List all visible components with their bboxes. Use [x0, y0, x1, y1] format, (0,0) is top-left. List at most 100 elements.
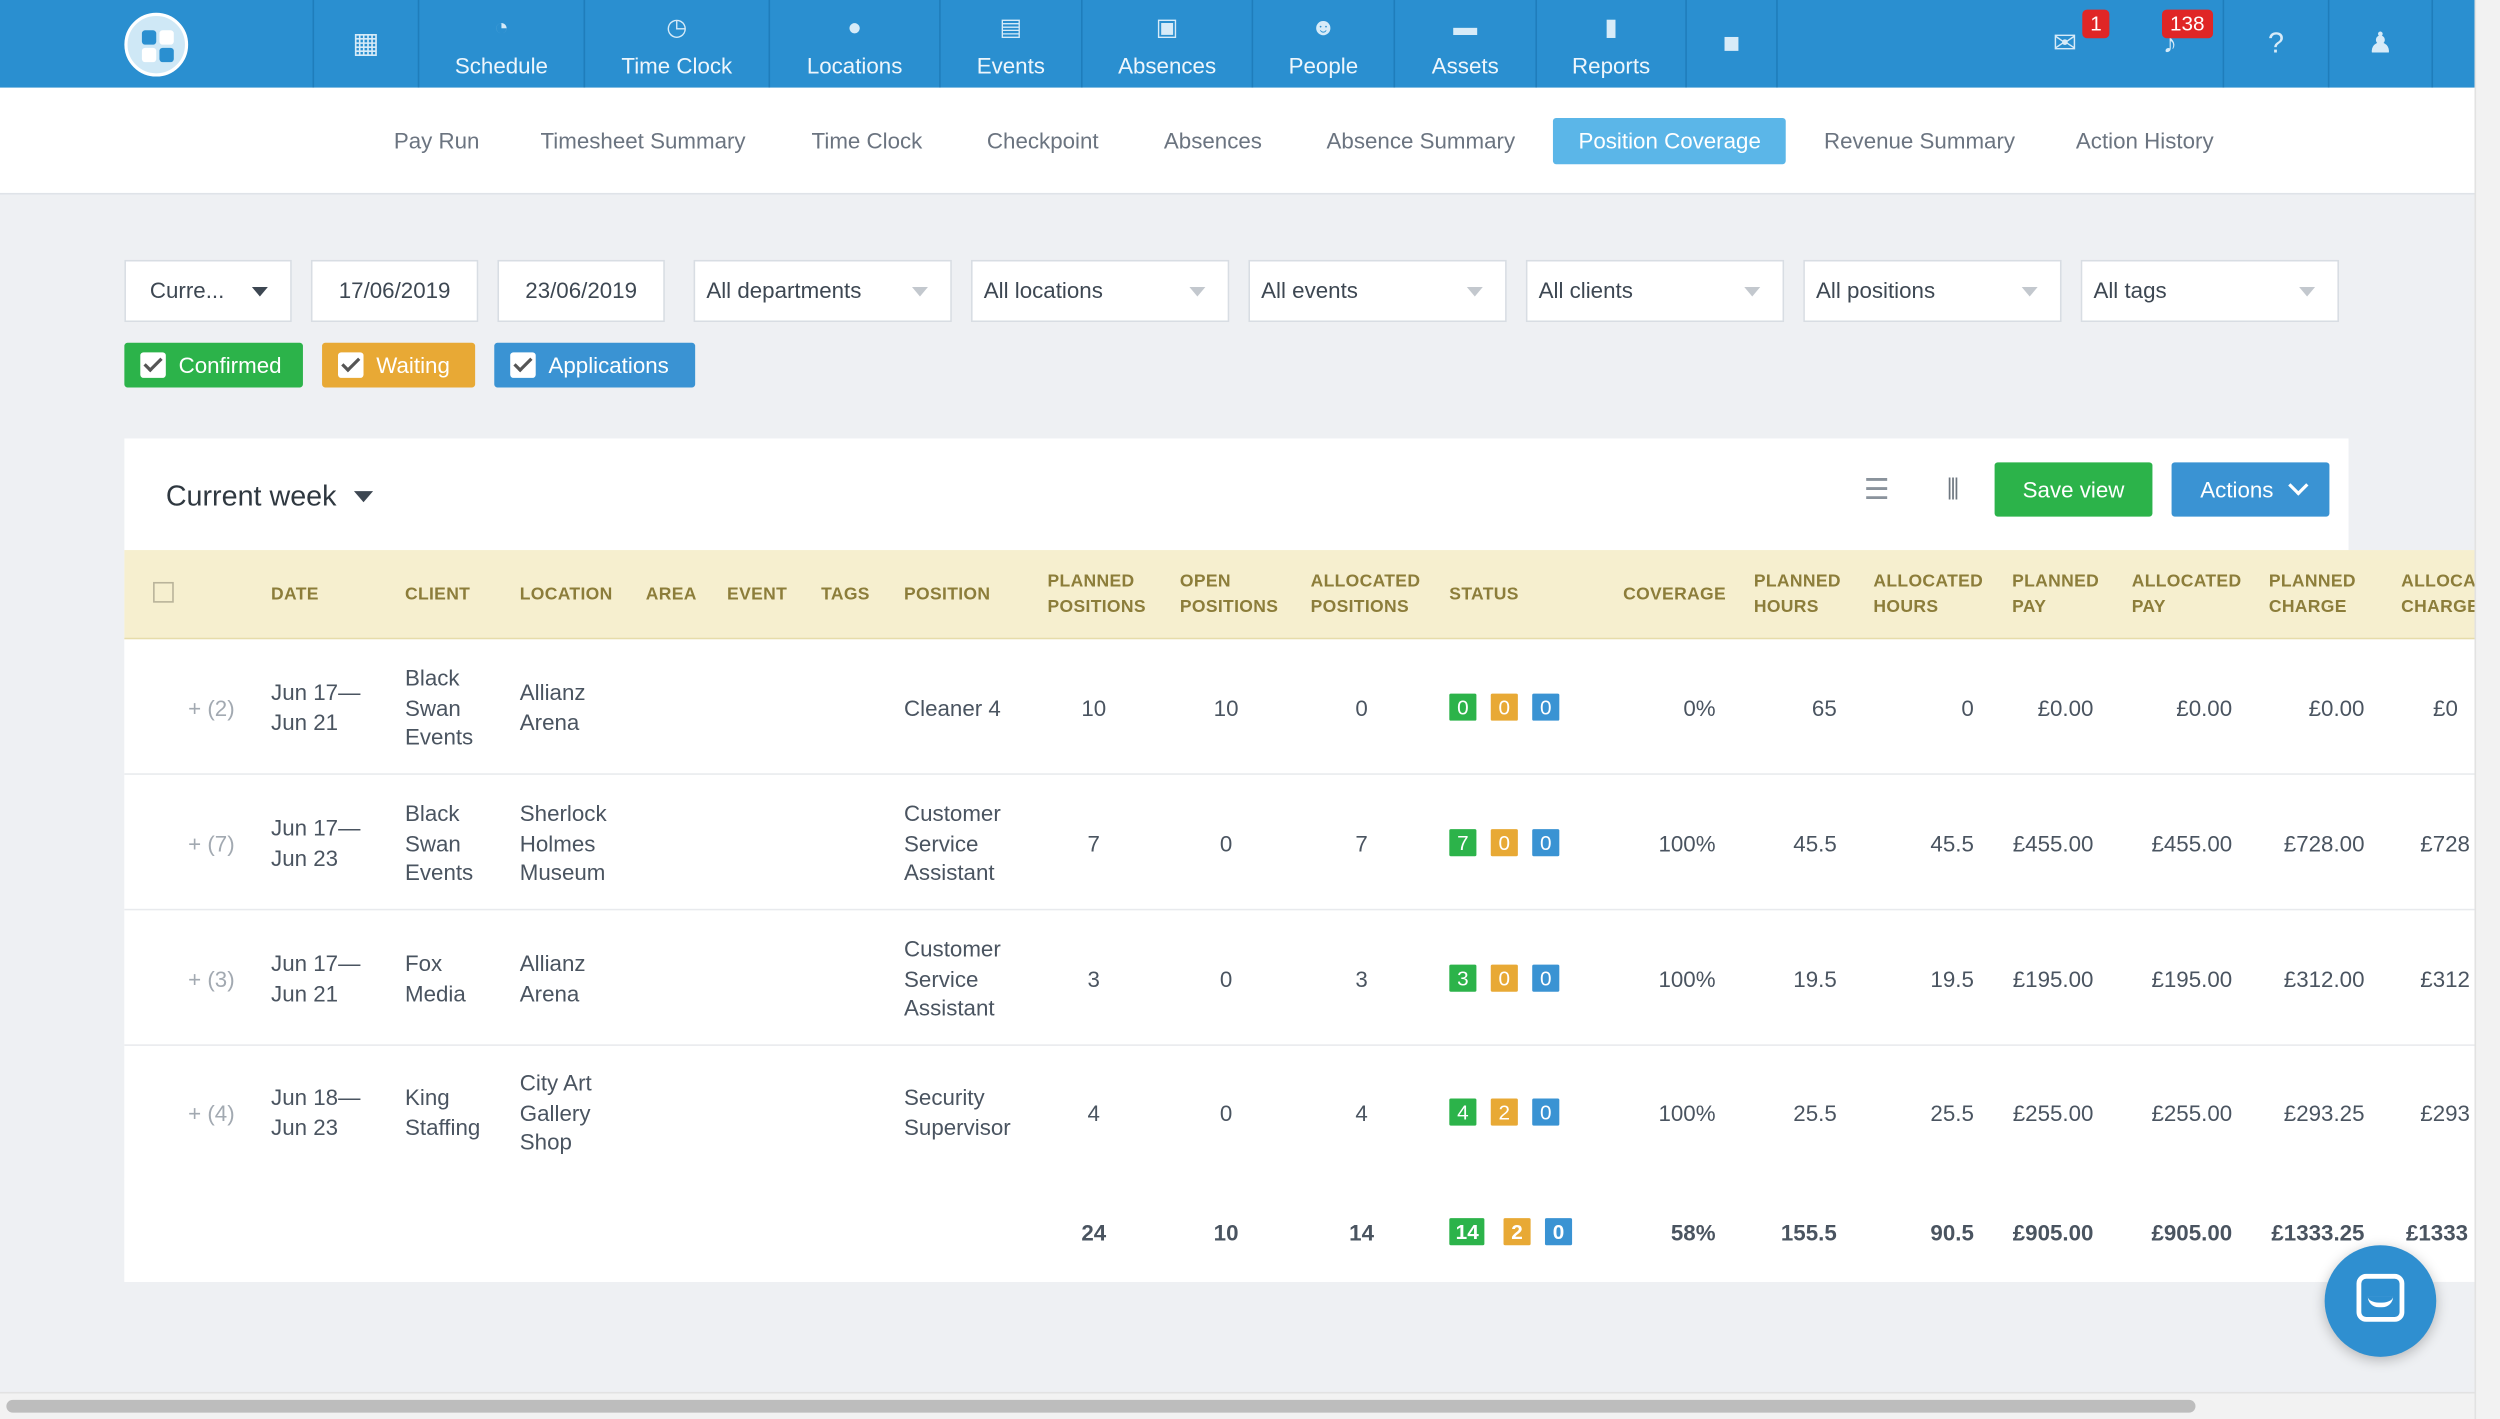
cell-allocated-hours: 25.5	[1930, 1100, 1974, 1126]
cell-open-positions: 0	[1219, 966, 1233, 992]
tab-action-history[interactable]: Action History	[2075, 127, 2214, 154]
col-allocated-hours[interactable]: ALLOCATED HOURS	[1873, 569, 1983, 620]
chat-launcher-button[interactable]	[2324, 1245, 2437, 1357]
applications-checkbox[interactable]: Applications	[494, 342, 696, 388]
nav-schedule[interactable]: ◔ Schedule	[417, 0, 584, 88]
tab-pay-run[interactable]: Pay Run	[393, 127, 480, 154]
events-select[interactable]: All events	[1248, 259, 1507, 323]
save-view-button[interactable]: Save view	[1994, 462, 2153, 517]
messages-button[interactable]: ✉	[2012, 0, 2117, 88]
nav-folder[interactable]: ■	[1685, 0, 1778, 88]
cell-open-positions: 0	[1219, 1100, 1233, 1126]
table-row[interactable]: + (2) Jun 17— Jun 21 Black Swan Events A…	[124, 639, 2475, 775]
col-event[interactable]: EVENT	[727, 585, 788, 605]
client-line: Media	[404, 979, 466, 1006]
events-select-value: All events	[1261, 277, 1358, 303]
col-location[interactable]: LOCATION	[519, 585, 613, 605]
table-row[interactable]: + (3) Jun 17— Jun 21 Fox Media Allianz A…	[124, 910, 2475, 1046]
expand-all-icon[interactable]	[153, 581, 174, 603]
departments-select[interactable]: All departments	[693, 259, 952, 323]
chevron-down-icon[interactable]	[353, 491, 374, 503]
nav-events[interactable]: ▤ Events	[939, 0, 1081, 88]
col-planned-charge[interactable]: PLANNED CHARGE	[2269, 569, 2356, 620]
expand-row-button[interactable]: + (2)	[188, 695, 235, 721]
tab-revenue-summary[interactable]: Revenue Summary	[1823, 127, 2016, 154]
location-line: Allianz	[519, 679, 586, 705]
position-line: Assistant	[904, 994, 995, 1021]
total-applications-badge: 0	[1544, 1218, 1573, 1246]
col-tags[interactable]: TAGS	[821, 585, 870, 605]
waiting-checkbox[interactable]: Waiting	[322, 342, 476, 388]
status-waiting-badge: 2	[1490, 1098, 1518, 1126]
bar-chart-icon: ▮	[1604, 14, 1618, 42]
clients-select[interactable]: All clients	[1525, 259, 1785, 323]
client-line: Fox	[404, 950, 443, 976]
nav-reports[interactable]: ▮ Reports	[1535, 0, 1685, 88]
columns-icon[interactable]: ⦀	[1946, 473, 1960, 506]
table-row[interactable]: + (7) Jun 17— Jun 23 Black Swan Events S…	[124, 774, 2475, 911]
tab-time-clock[interactable]: Time Clock	[811, 127, 923, 154]
vertical-scrollbar[interactable]	[2474, 0, 2500, 1419]
calendar-icon: ▤	[999, 14, 1023, 42]
horizontal-scrollbar[interactable]	[0, 1391, 2475, 1419]
col-planned-hours[interactable]: PLANNED HOURS	[1754, 569, 1841, 620]
col-open-positions[interactable]: OPEN POSITIONS	[1180, 569, 1278, 620]
nav-assets-label: Assets	[1431, 52, 1499, 79]
week-selector[interactable]: Current week	[165, 479, 337, 512]
dashboard-nav-button[interactable]: ▦	[312, 0, 418, 88]
help-button[interactable]: ?	[2222, 0, 2328, 88]
col-status[interactable]: STATUS	[1449, 585, 1519, 605]
positions-select[interactable]: All positions	[1803, 259, 2062, 323]
cell-planned-charge: £0.00	[2308, 695, 2365, 721]
client-line: Staffing	[404, 1113, 481, 1140]
col-planned-pay[interactable]: PLANNED PAY	[2012, 569, 2099, 620]
nav-assets[interactable]: ▬ Assets	[1393, 0, 1536, 88]
tab-position-coverage[interactable]: Position Coverage	[1552, 117, 1787, 165]
expand-row-button[interactable]: + (7)	[188, 830, 235, 857]
scrollbar-thumb[interactable]	[6, 1399, 2196, 1413]
app-logo[interactable]	[124, 12, 189, 77]
expand-row-button[interactable]: + (4)	[188, 1100, 235, 1126]
col-date[interactable]: DATE	[271, 585, 319, 605]
tab-absence-summary[interactable]: Absence Summary	[1326, 127, 1516, 154]
table-row[interactable]: + (4) Jun 18— Jun 23 King Staffing City …	[124, 1045, 2475, 1182]
user-menu-button[interactable]: ♟	[2327, 0, 2434, 88]
col-client[interactable]: CLIENT	[404, 585, 471, 605]
col-allocated-positions[interactable]: ALLOCATED POSITIONS	[1311, 569, 1421, 620]
checkbox-checked-icon	[140, 352, 166, 378]
notifications-badge: 138	[2162, 9, 2213, 39]
period-select[interactable]: Curre...	[124, 259, 292, 323]
nav-people[interactable]: ☻ People	[1251, 0, 1394, 88]
chevron-down-icon	[2288, 475, 2309, 496]
nav-locations[interactable]: ● Locations	[768, 0, 940, 88]
cell-allocated-hours: 45.5	[1930, 830, 1974, 857]
nav-absences[interactable]: ▣ Absences	[1081, 0, 1252, 88]
client-line: Black	[404, 800, 460, 826]
schedule-icon: ◔	[494, 14, 509, 42]
confirmed-checkbox[interactable]: Confirmed	[124, 342, 303, 388]
tags-select[interactable]: All tags	[2080, 259, 2339, 323]
col-area[interactable]: AREA	[645, 585, 697, 605]
date-to-input[interactable]: 23/06/2019	[497, 259, 665, 323]
locations-select[interactable]: All locations	[970, 259, 1230, 323]
nav-time-clock[interactable]: ◷ Time Clock	[583, 0, 769, 88]
list-view-icon[interactable]: ☰	[1863, 473, 1890, 506]
cell-allocated-positions: 3	[1355, 966, 1368, 992]
tab-checkpoint[interactable]: Checkpoint	[986, 127, 1099, 154]
tab-absences[interactable]: Absences	[1163, 127, 1262, 154]
actions-button[interactable]: Actions	[2171, 462, 2330, 517]
date-from-input[interactable]: 17/06/2019	[310, 259, 479, 323]
col-allocated-pay[interactable]: ALLOCATED PAY	[2132, 569, 2242, 620]
col-planned-positions[interactable]: PLANNED POSITIONS	[1048, 569, 1146, 620]
position-line: Cleaner 4	[904, 695, 1001, 721]
expand-row-button[interactable]: + (3)	[188, 966, 235, 992]
status-applications-badge: 0	[1532, 964, 1560, 992]
position-line: Service	[904, 829, 979, 856]
col-coverage[interactable]: COVERAGE	[1623, 585, 1727, 605]
checkbox-checked-icon	[510, 352, 536, 378]
cell-planned-hours: 65	[1811, 695, 1837, 721]
col-planned-pay-line2: PAY	[2012, 597, 2047, 618]
col-position[interactable]: POSITION	[904, 585, 991, 605]
position-line: Supervisor	[904, 1113, 1011, 1140]
tab-timesheet-summary[interactable]: Timesheet Summary	[540, 127, 746, 154]
